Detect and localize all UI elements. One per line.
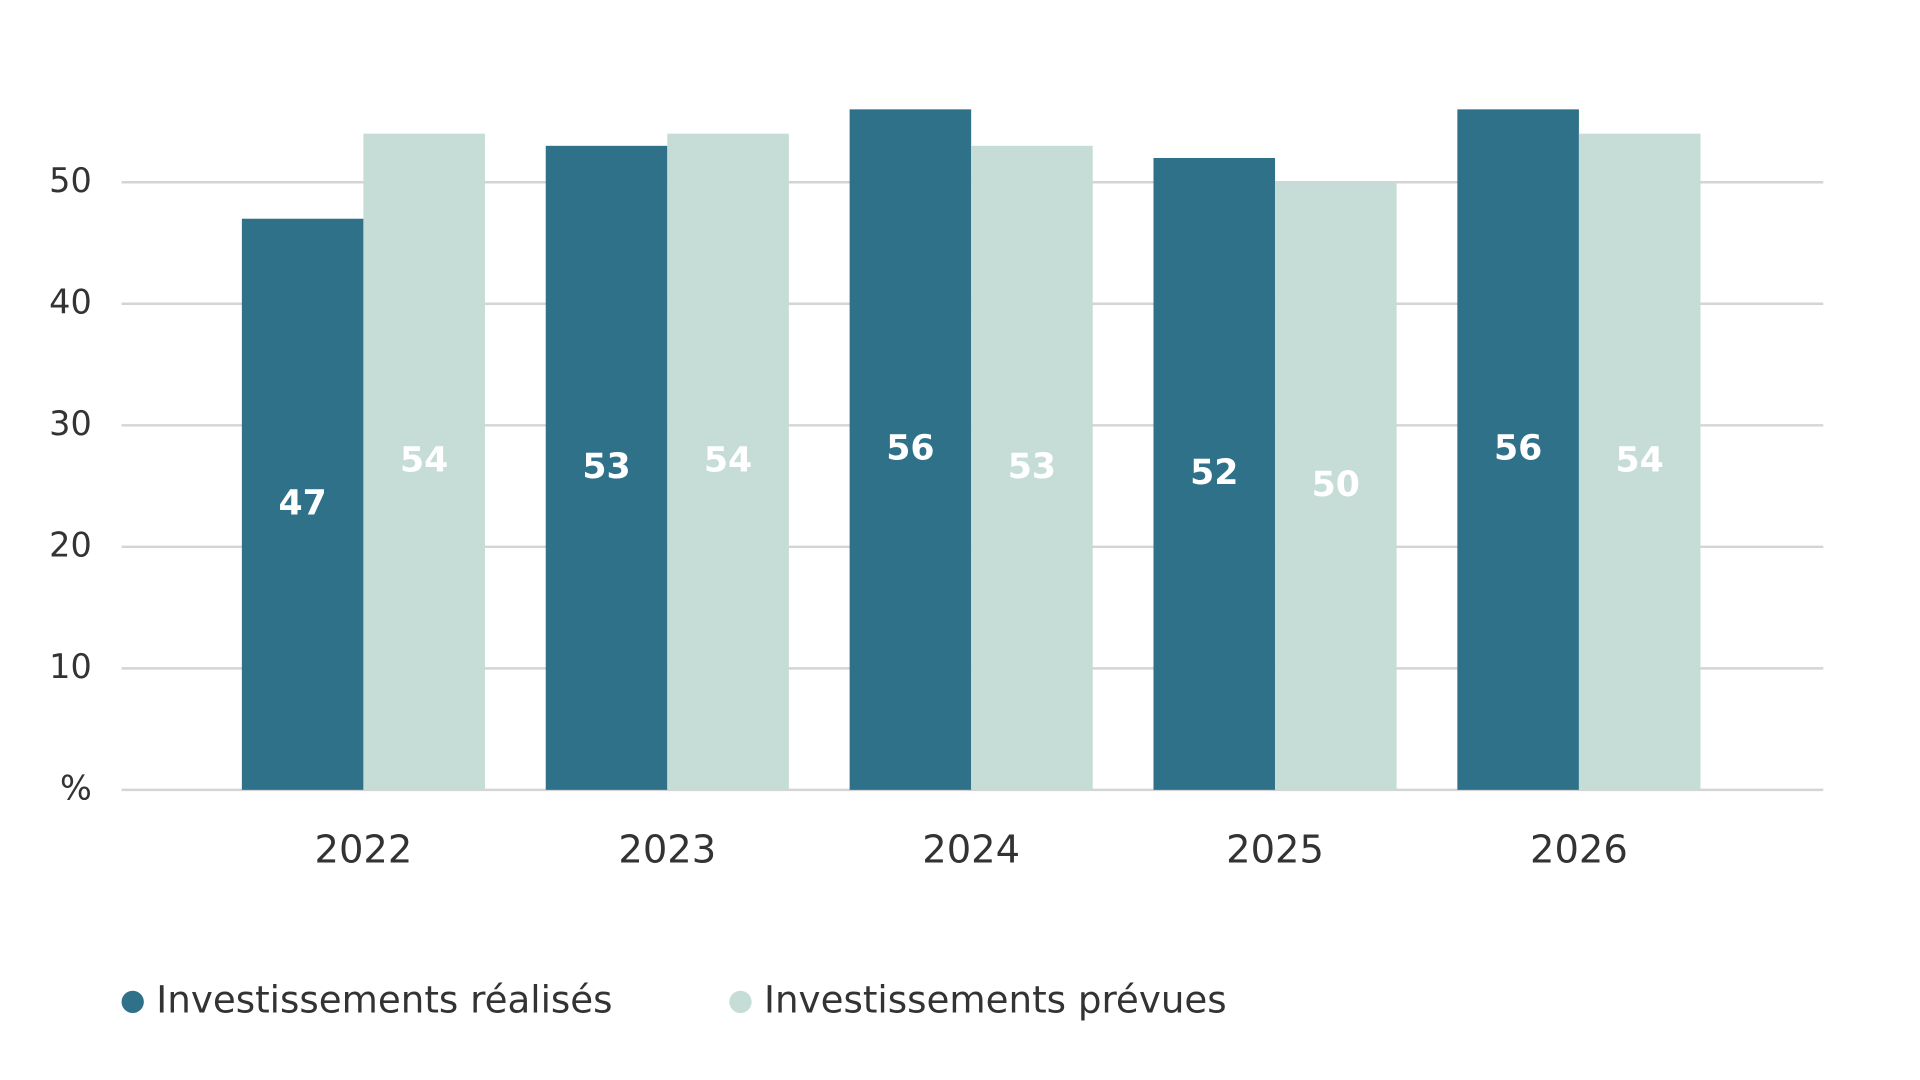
y-tick-label: 50 <box>49 161 92 200</box>
bar <box>241 218 364 790</box>
bar <box>1275 182 1397 790</box>
legend-marker <box>729 990 752 1014</box>
value-label: 54 <box>704 441 752 481</box>
value-label: 56 <box>1494 429 1542 469</box>
value-label: 54 <box>400 441 448 481</box>
legend-label: Investissements réalisés <box>156 977 612 1021</box>
x-tick-label: 2025 <box>1226 827 1324 872</box>
value-label: 53 <box>1008 447 1056 487</box>
value-label: 47 <box>278 483 326 523</box>
y-tick-label: 20 <box>49 525 92 564</box>
value-label: 52 <box>1190 453 1238 493</box>
x-tick-label: 2024 <box>922 827 1020 872</box>
legend-label: Investissements prévues <box>764 977 1227 1021</box>
bar <box>971 145 1093 790</box>
y-tick-label: 10 <box>49 647 92 686</box>
x-tick-label: 2023 <box>618 827 716 872</box>
bar <box>667 133 789 790</box>
x-tick-label: 2022 <box>314 827 412 872</box>
value-label: 50 <box>1312 465 1360 505</box>
bar <box>545 145 668 790</box>
legend-marker <box>121 990 144 1014</box>
value-label: 54 <box>1616 441 1664 481</box>
y-tick-label: % <box>60 768 92 807</box>
bar <box>1578 133 1701 790</box>
y-tick-label: 30 <box>49 404 92 443</box>
y-tick-label: 40 <box>49 282 92 321</box>
bar <box>363 133 485 790</box>
value-label: 56 <box>886 429 934 469</box>
x-tick-label: 2026 <box>1530 827 1628 872</box>
value-label: 53 <box>582 447 630 487</box>
bar <box>1457 109 1579 790</box>
bar <box>849 109 972 790</box>
bar <box>1153 157 1276 790</box>
